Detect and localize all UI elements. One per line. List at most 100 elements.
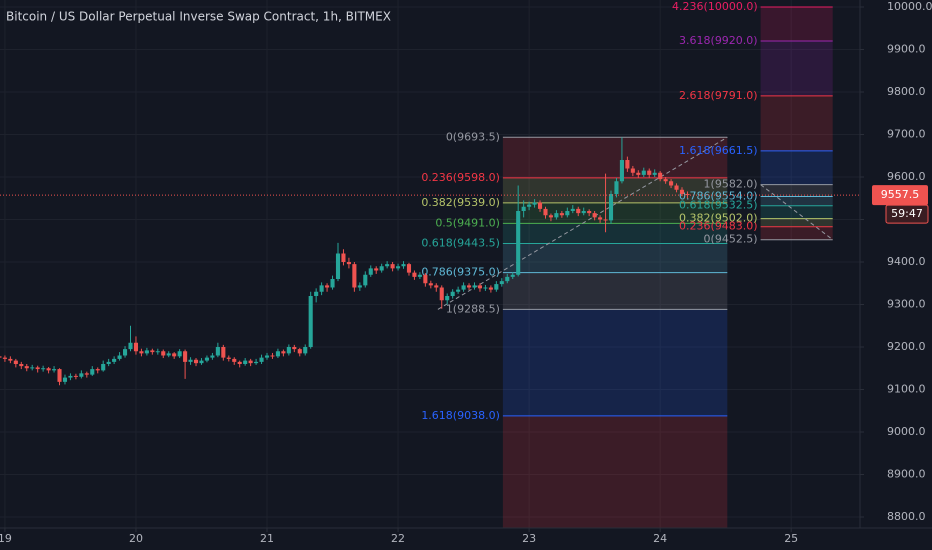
candle-body (428, 283, 433, 286)
candle-body (652, 172, 657, 175)
fib-zone (502, 223, 728, 244)
candle-body (374, 268, 379, 271)
candle-body (401, 264, 406, 267)
candle-body (636, 172, 641, 175)
x-tick-label: 21 (260, 532, 274, 545)
candle-body (674, 185, 679, 190)
last-price-label: 9557.5 (881, 188, 920, 201)
candle-body (112, 358, 117, 362)
candle-body (483, 287, 488, 289)
y-tick-label: 9000.0 (887, 425, 926, 438)
candle-body (210, 355, 215, 358)
candle-body (183, 351, 188, 362)
fib-level-label: 1.618(9661.5) (679, 144, 758, 157)
fib-level-label: 0.618(9532.5) (679, 199, 758, 212)
candle-body (155, 351, 160, 353)
candle-body (144, 350, 149, 354)
candle-body (166, 353, 171, 356)
candle-body (19, 363, 24, 367)
candle-body (499, 281, 504, 285)
candle-body (73, 375, 78, 377)
fib-zone (760, 226, 833, 240)
candle-body (341, 253, 346, 263)
candle-body (106, 361, 111, 364)
candle-body (2, 357, 7, 359)
candle-body (150, 350, 155, 353)
fib-level-label: 1(9582.0) (704, 178, 758, 191)
candle-body (461, 285, 466, 290)
x-tick-label: 25 (784, 532, 798, 545)
candle-body (281, 351, 286, 354)
x-tick-label: 20 (129, 532, 143, 545)
candle-body (319, 285, 324, 292)
x-tick-label: 22 (391, 532, 405, 545)
y-tick-label: 9900.0 (887, 43, 926, 56)
y-tick-label: 9100.0 (887, 382, 926, 395)
candle-body (84, 373, 89, 375)
candle-body (24, 366, 29, 369)
candle-body (434, 285, 439, 288)
candle-body (79, 373, 84, 377)
y-tick-label: 10000.0 (887, 0, 932, 13)
candle-body (598, 217, 603, 220)
candle-body (193, 359, 199, 364)
candle-body (641, 170, 646, 175)
candle-body (177, 351, 182, 357)
candle-body (172, 353, 177, 357)
candle-body (669, 181, 674, 186)
candle-body (297, 349, 302, 354)
x-tick-label: 23 (522, 532, 536, 545)
candle-body (505, 276, 510, 282)
fib-zone (760, 184, 833, 197)
candle-body (139, 351, 144, 354)
candle-body (396, 266, 401, 269)
candle-body (248, 360, 253, 364)
fib-zone (760, 41, 833, 96)
candle-body (532, 202, 537, 205)
fib-trend-line (437, 136, 728, 310)
candle-body (614, 181, 619, 195)
candle-body (286, 346, 291, 354)
candle-body (243, 360, 248, 364)
candle-body (308, 296, 313, 347)
fib-zone (760, 150, 833, 185)
candle-body (352, 264, 357, 288)
fib-level-label: 0.236(9483.0) (679, 220, 758, 233)
y-tick-label: 9800.0 (887, 85, 926, 98)
y-tick-label: 8900.0 (887, 467, 926, 480)
candle-body (559, 213, 564, 216)
candle-body (259, 357, 264, 362)
candle-body (679, 189, 685, 195)
last-price-tag (872, 185, 928, 206)
fib-level-label: 4.236(10000.0) (672, 0, 758, 13)
candle-body (379, 266, 384, 271)
candle-body (8, 358, 13, 361)
fib-level-label: 3.618(9920.0) (679, 34, 758, 47)
fib-zone (760, 7, 833, 42)
fib-zone (502, 415, 728, 528)
candle-body (35, 367, 40, 370)
grid (0, 0, 860, 528)
candle-body (0, 356, 2, 358)
fib-level-label: 0(9693.5) (446, 130, 500, 143)
fib-level-label: 0.236(9598.0) (421, 171, 500, 184)
candle-body (161, 351, 166, 356)
fib-zone (502, 137, 728, 178)
countdown-label: 59:47 (891, 207, 923, 220)
candle-body (122, 349, 128, 356)
candle-body (543, 208, 548, 216)
y-tick-label: 9300.0 (887, 298, 926, 311)
chart-title: Bitcoin / US Dollar Perpetual Inverse Sw… (6, 10, 391, 24)
candle-body (335, 253, 341, 280)
candle-body (385, 264, 390, 267)
candle-body (412, 272, 417, 277)
fib-drawings: 0(9693.5) 0.236(9598.0) 0.382(9539.0) 0.5(9… (421, 0, 834, 528)
candle-body (13, 360, 18, 364)
y-tick-label: 8800.0 (887, 510, 926, 523)
fib-level-label: 1(9288.5) (446, 302, 500, 315)
candle-body (658, 172, 663, 180)
candle-body (663, 179, 668, 182)
candle-body (325, 285, 330, 288)
candle-body (314, 291, 319, 297)
